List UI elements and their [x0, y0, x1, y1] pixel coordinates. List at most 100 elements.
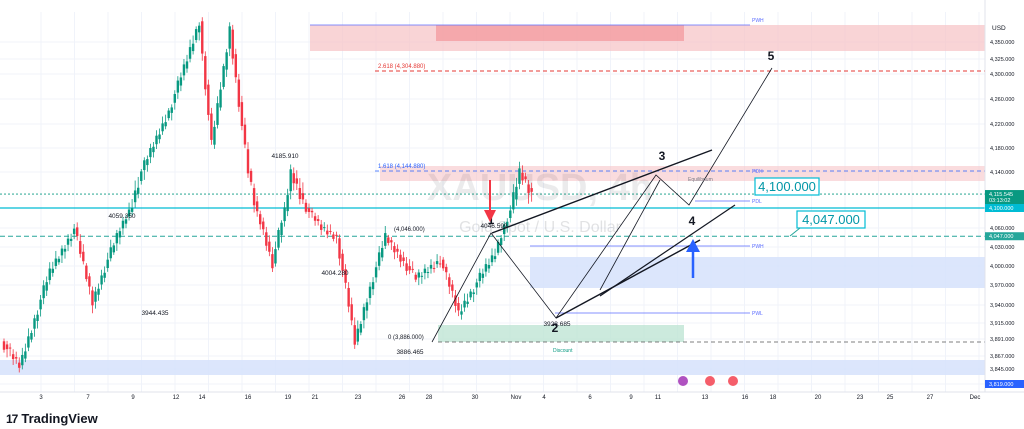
- candle-body: [158, 134, 161, 140]
- y-tick-label: 3,845.000: [990, 367, 1014, 373]
- candle-body: [121, 220, 125, 229]
- x-tick-label: 6: [588, 395, 592, 401]
- candle-body: [442, 259, 445, 269]
- candle-body: [137, 187, 140, 194]
- price-tag-label: 4,047.000: [989, 234, 1013, 240]
- x-tick-label: 28: [426, 395, 433, 401]
- candle-body: [408, 266, 411, 271]
- candle-body: [82, 251, 85, 262]
- candle-body: [191, 43, 195, 52]
- candle-body: [243, 124, 247, 145]
- y-tick-label: 4,220.000: [990, 122, 1014, 128]
- candle-body: [213, 126, 216, 145]
- candle-body: [359, 324, 363, 333]
- candle-body: [106, 259, 109, 269]
- candle-body: [255, 201, 259, 212]
- candle-body: [307, 208, 311, 212]
- candle-body: [161, 123, 164, 132]
- x-tick-label: Nov: [511, 395, 522, 401]
- x-tick-label: 27: [927, 395, 934, 401]
- candle-body: [45, 282, 48, 291]
- y-tick-label: 3,915.000: [990, 321, 1014, 327]
- swing-label: 3886.465: [396, 349, 423, 356]
- candle-body: [109, 247, 112, 259]
- tradingview-logo[interactable]: 17 TradingView: [6, 411, 98, 426]
- candle-body: [396, 248, 399, 252]
- event-icon: [678, 376, 688, 386]
- candle-body: [249, 170, 253, 182]
- candle-body: [420, 275, 424, 277]
- candle-body: [478, 272, 481, 282]
- candle-body: [2, 341, 6, 350]
- x-tick-label: 14: [199, 395, 206, 401]
- candle-body: [493, 256, 497, 260]
- candle-body: [399, 254, 402, 262]
- candle-body: [381, 247, 384, 258]
- candle-body: [170, 107, 173, 113]
- candle-body: [97, 288, 100, 295]
- candle-body: [350, 304, 353, 321]
- candle-body: [301, 193, 305, 200]
- candle-body: [252, 188, 256, 206]
- candle-body: [164, 122, 167, 127]
- candle-body: [79, 241, 82, 254]
- candle-body: [499, 238, 503, 245]
- candle-body: [374, 267, 378, 278]
- candle-body: [460, 311, 463, 315]
- candle-body: [225, 52, 228, 70]
- candle-body: [115, 233, 119, 244]
- candle-body: [530, 188, 533, 192]
- candle-body: [167, 110, 170, 119]
- y-tick-label: 3,970.000: [990, 283, 1014, 289]
- candle-body: [274, 249, 277, 264]
- candle-body: [323, 227, 326, 229]
- candle-body: [30, 333, 33, 340]
- candle-body: [445, 266, 448, 273]
- candle-body: [18, 362, 21, 368]
- candle-body: [295, 178, 298, 184]
- time-axis-bg: [0, 392, 1024, 408]
- candle-body: [54, 258, 58, 267]
- brand-name: TradingView: [21, 411, 98, 426]
- candle-body: [60, 248, 64, 256]
- price-tag-label: 4,115.545: [989, 192, 1013, 198]
- fib-0-label: 0 (3,886.000): [388, 335, 424, 341]
- candle-body: [228, 26, 231, 49]
- event-icon: [728, 376, 738, 386]
- candle-body: [524, 176, 527, 180]
- candle-body: [152, 146, 155, 153]
- swing-label: 4046.599: [480, 223, 507, 230]
- candle-body: [88, 276, 91, 287]
- y-tick-label: 4,260.000: [990, 97, 1014, 103]
- candle-body: [216, 103, 219, 125]
- candle-body: [320, 224, 323, 230]
- candle-body: [347, 287, 350, 307]
- x-tick-label: 20: [815, 395, 822, 401]
- candle-body: [259, 214, 262, 225]
- candle-body: [405, 263, 408, 271]
- swing-label: 4004.280: [321, 270, 348, 277]
- candle-body: [149, 148, 152, 158]
- candle-body: [414, 274, 417, 280]
- candle-body: [57, 258, 61, 263]
- callout-4100-text: 4,100.000: [758, 179, 816, 194]
- candle-body: [15, 357, 18, 359]
- candle-body: [417, 272, 420, 278]
- candle-body: [298, 188, 302, 199]
- candle-body: [368, 286, 372, 299]
- channel-lower-line: [555, 239, 701, 319]
- y-tick-label: 4,325.000: [990, 57, 1014, 63]
- candle-body: [27, 336, 30, 348]
- candle-body: [448, 277, 451, 287]
- candle-body: [140, 171, 143, 181]
- candle-body: [91, 290, 94, 306]
- candle-body: [173, 94, 176, 103]
- x-tick-label: 9: [629, 395, 633, 401]
- y-tick-label: 4,350.000: [990, 40, 1014, 46]
- x-tick-label: 9: [131, 395, 135, 401]
- candle-body: [435, 261, 439, 265]
- candle-body: [457, 302, 460, 311]
- candle-body: [277, 230, 280, 248]
